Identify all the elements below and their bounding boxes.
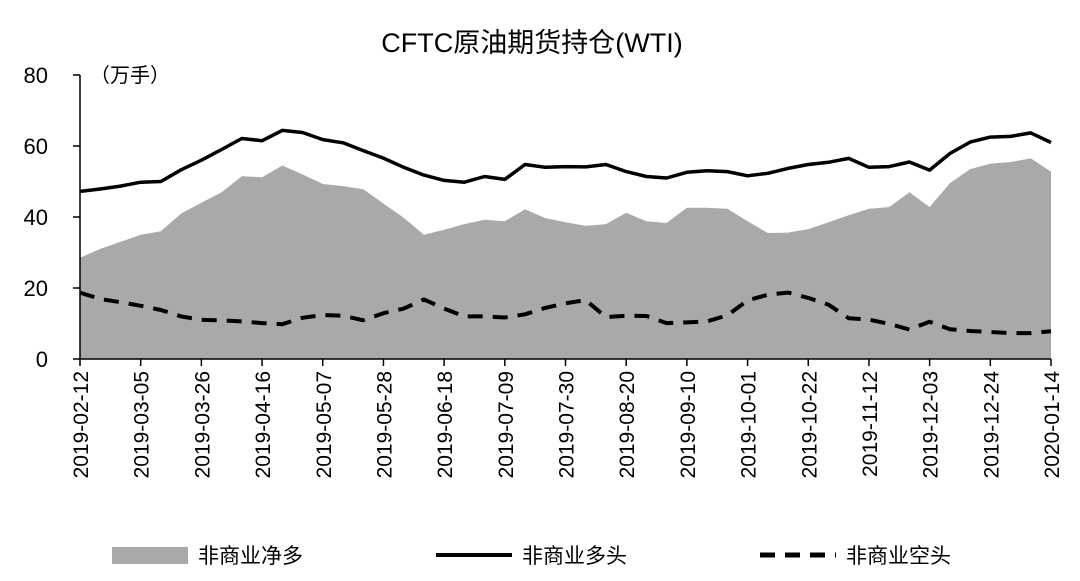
x-axis: 2019-02-12 2019-03-05 2019-03-26 2019-04-16… xyxy=(70,358,1064,479)
y-tick-label: 40 xyxy=(24,205,48,230)
x-tick-label: 2019-10-01 xyxy=(738,371,761,478)
x-tick-label: 2019-12-24 xyxy=(980,371,1003,479)
y-axis: 0 20 40 60 80 xyxy=(24,63,81,372)
unit-label: （万手） xyxy=(90,64,170,87)
legend-label: 非商业空头 xyxy=(846,545,951,568)
chart-title: CFTC原油期货持仓(WTI) xyxy=(381,28,682,58)
legend-swatch-net-long xyxy=(112,547,188,564)
x-tick-label: 2019-05-28 xyxy=(373,371,396,478)
x-tick-label: 2019-07-09 xyxy=(495,371,518,478)
x-tick-label: 2019-02-12 xyxy=(70,371,93,478)
series-area-net-long xyxy=(80,158,1051,359)
x-tick-label: 2019-12-03 xyxy=(920,371,943,478)
x-tick-label: 2019-08-20 xyxy=(616,371,639,478)
series-line-long xyxy=(79,128,1052,194)
legend-label: 非商业多头 xyxy=(522,545,627,568)
legend-label: 非商业净多 xyxy=(198,545,303,568)
plot-area xyxy=(79,128,1052,359)
y-tick-label: 0 xyxy=(36,347,48,372)
x-tick-label: 2019-07-30 xyxy=(556,371,579,478)
legend: 非商业净多 非商业多头 非商业空头 xyxy=(112,545,951,568)
y-tick-label: 80 xyxy=(24,63,48,88)
x-tick-label: 2019-11-12 xyxy=(859,371,882,477)
x-tick-label: 2020-01-14 xyxy=(1041,371,1064,479)
y-tick-label: 60 xyxy=(24,134,48,159)
x-tick-label: 2019-05-07 xyxy=(313,371,336,478)
x-tick-label: 2019-06-18 xyxy=(434,371,457,478)
x-tick-label: 2019-03-26 xyxy=(191,371,214,478)
x-tick-label: 2019-03-05 xyxy=(131,371,154,478)
x-tick-label: 2019-09-10 xyxy=(677,371,700,478)
x-tick-label: 2019-04-16 xyxy=(252,371,275,478)
x-tick-label: 2019-10-22 xyxy=(798,371,821,478)
y-tick-label: 20 xyxy=(24,276,48,301)
